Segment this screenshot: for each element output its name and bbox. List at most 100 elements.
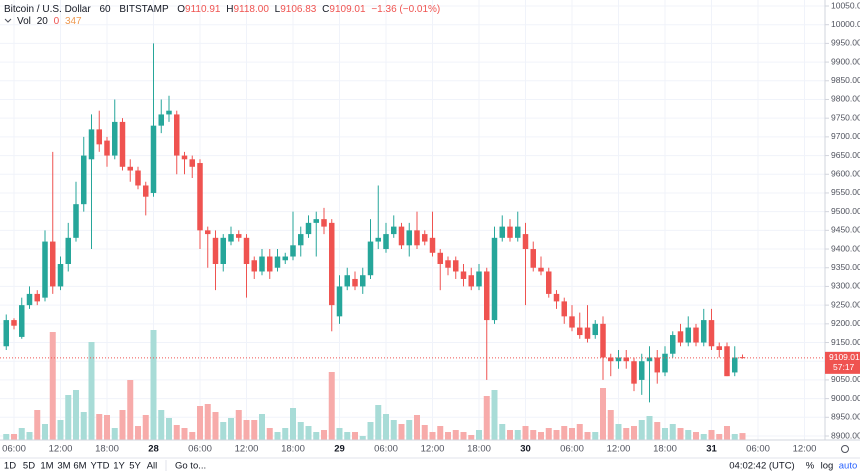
candle-body xyxy=(708,320,715,347)
x-tick-label: 18:00 xyxy=(467,444,491,455)
volume-bar xyxy=(235,410,242,440)
collapse-arrow[interactable] xyxy=(4,18,12,23)
x-tick-label: 18:00 xyxy=(95,444,119,455)
candle-body xyxy=(150,125,157,193)
range-button[interactable]: All xyxy=(147,461,158,472)
y-tick-label: 9850.00 xyxy=(831,75,860,85)
volume-bar xyxy=(11,434,17,440)
l-label: L xyxy=(275,4,281,15)
range-button[interactable]: 5D xyxy=(23,461,35,472)
candle-body xyxy=(251,260,257,272)
volume-bar xyxy=(468,435,475,440)
candle-body xyxy=(65,237,71,264)
volume-bar xyxy=(119,410,126,440)
volume-bar xyxy=(739,433,746,440)
settings-icon[interactable] xyxy=(841,445,849,453)
volume-bar xyxy=(460,432,467,440)
volume-bar xyxy=(607,410,614,440)
candle-body xyxy=(360,275,366,287)
candle-body xyxy=(391,226,397,235)
exchange: BITSTAMP xyxy=(119,4,169,15)
candle-body xyxy=(352,278,358,287)
volume-bar xyxy=(483,396,490,440)
volume-bar xyxy=(731,434,738,440)
x-tick-label: 06:00 xyxy=(2,444,26,455)
percent-toggle[interactable]: % xyxy=(806,461,815,472)
x-tick-label: 31 xyxy=(706,444,717,455)
volume-bar xyxy=(305,426,312,440)
candle-body xyxy=(693,327,699,343)
range-button[interactable]: 6M xyxy=(73,461,86,472)
x-tick-label: 28 xyxy=(148,444,159,455)
candle-body xyxy=(561,301,567,317)
volume-bar xyxy=(499,424,506,440)
candle-body xyxy=(282,256,288,261)
auto-toggle[interactable]: auto xyxy=(839,461,858,472)
y-tick-label: 9300.00 xyxy=(831,281,860,291)
candle-body xyxy=(515,226,521,238)
volume-bar xyxy=(716,434,723,440)
range-button[interactable]: 3M xyxy=(57,461,70,472)
candle-body xyxy=(429,237,436,253)
candle-body xyxy=(546,271,552,294)
h-value: 9118.00 xyxy=(233,4,269,15)
range-button[interactable]: 1D xyxy=(4,461,16,472)
o-label: O xyxy=(177,4,185,15)
volume-bar xyxy=(584,432,591,440)
x-tick-label: 06:00 xyxy=(188,444,212,455)
candle-body xyxy=(243,237,250,264)
volume-bar xyxy=(530,430,537,440)
volume-bar xyxy=(654,422,661,440)
volume-bar xyxy=(166,418,172,440)
volume-bar xyxy=(383,414,389,440)
candle-body xyxy=(127,166,133,171)
volume-bar xyxy=(18,428,25,440)
candle-body xyxy=(453,260,459,272)
candle-body xyxy=(739,357,746,359)
candle-body xyxy=(298,234,304,246)
x-tick-label: 12:00 xyxy=(607,444,631,455)
y-tick-label: 9950.00 xyxy=(831,38,860,48)
volume-layer xyxy=(3,330,746,440)
candle-body xyxy=(662,353,668,373)
volume-bar xyxy=(677,428,684,440)
volume-bar xyxy=(553,430,560,440)
range-button[interactable]: 1Y xyxy=(113,461,125,472)
candle-body xyxy=(104,140,110,156)
x-tick-label: 29 xyxy=(334,444,345,455)
range-button[interactable]: 1M xyxy=(40,461,53,472)
volume-bar xyxy=(290,408,296,440)
volume-bar xyxy=(111,428,118,440)
y-tick-label: 9650.00 xyxy=(831,150,860,160)
candle-body xyxy=(212,237,219,264)
candle-body xyxy=(119,121,126,167)
c-value: 9109.01 xyxy=(329,4,366,15)
candle-body xyxy=(615,357,622,362)
range-button[interactable]: YTD xyxy=(91,461,110,472)
volume-bar xyxy=(445,432,451,440)
y-tick-label: 9200.00 xyxy=(831,318,860,328)
volume-bar xyxy=(421,425,428,440)
candle-body xyxy=(577,327,583,336)
candle-body xyxy=(631,361,637,384)
volume-legend: Vol 20 0 347 xyxy=(17,16,82,27)
candle-body xyxy=(259,256,265,272)
range-button[interactable]: 5Y xyxy=(129,461,141,472)
candle-body xyxy=(398,226,405,246)
goto-button[interactable]: Go to... xyxy=(175,461,206,472)
log-toggle[interactable]: log xyxy=(821,461,834,472)
candle-body xyxy=(476,271,482,287)
y-tick-label: 10050.00 xyxy=(831,0,860,10)
volume-bar xyxy=(569,428,575,440)
volume-bar xyxy=(669,424,676,440)
volume-bar xyxy=(600,388,606,440)
volume-bar xyxy=(204,404,211,440)
candle-body xyxy=(499,226,505,238)
volume-bar xyxy=(212,412,219,440)
candle-body xyxy=(484,271,490,321)
candle-body xyxy=(205,230,211,235)
volume-bar xyxy=(429,432,436,440)
y-tick-label: 9700.00 xyxy=(831,131,860,141)
candle-body xyxy=(468,275,474,287)
